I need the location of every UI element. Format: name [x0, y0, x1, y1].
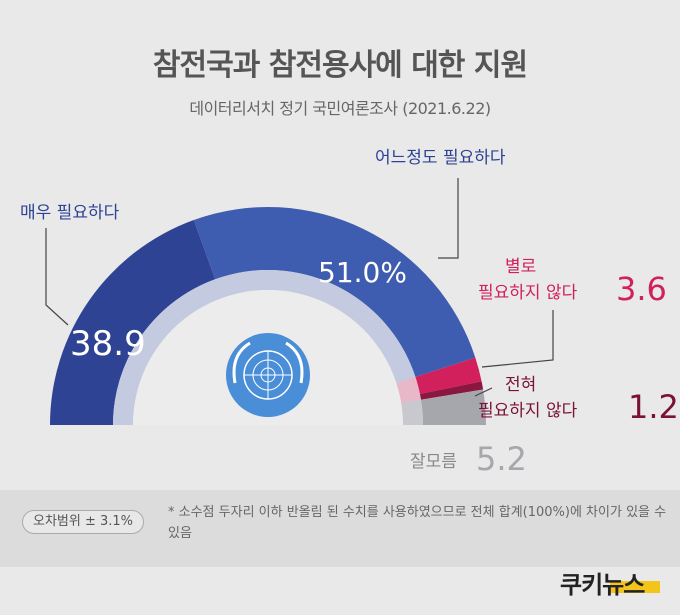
- label-dont-know: 잘모름: [410, 452, 457, 472]
- slice-not-very-needed: [415, 357, 482, 395]
- slice-somewhat-needed: [193, 207, 476, 378]
- logo-underline: [610, 581, 660, 593]
- value-dont-know: 5.2: [476, 440, 527, 478]
- footer-note-area: 오차범위 ± 3.1% * 소수점 두자리 이하 반올림 된 수치를 사용하였으…: [0, 490, 680, 567]
- slice-very-needed: [50, 220, 216, 425]
- rounding-note: * 소수점 두자리 이하 반올림 된 수치를 사용하였으므로 전체 합계(100…: [168, 505, 667, 541]
- label-not-at-all-line1: 전혀: [505, 375, 536, 395]
- margin-of-error-badge: 오차범위 ± 3.1%: [22, 510, 144, 534]
- chart-subtitle: 데이터리서치 정기 국민여론조사 (2021.6.22): [189, 99, 491, 118]
- label-not-very-line1: 별로: [505, 257, 536, 277]
- label-not-very-line2: 필요하지 않다: [478, 283, 578, 303]
- slice-not-needed-at-all: [419, 381, 484, 400]
- value-not-needed-at-all: 1.2: [628, 388, 679, 426]
- value-somewhat-needed: 51.0%: [318, 256, 407, 289]
- un-emblem-icon: [226, 333, 310, 417]
- leader-not-needed-at-all: [474, 387, 493, 397]
- inner-ring-band: [113, 270, 423, 425]
- label-somewhat-needed: 어느정도 필요하다: [375, 148, 506, 168]
- value-not-very-needed: 3.6: [616, 270, 667, 308]
- label-very-needed: 매우 필요하다: [20, 203, 120, 223]
- label-not-at-all-line2: 필요하지 않다: [478, 401, 578, 421]
- slice-dont-know: [420, 389, 486, 425]
- value-very-needed: 38.9: [70, 324, 146, 364]
- logo-text: 쿠키뉴스: [560, 571, 645, 599]
- kukinews-logo: 쿠키뉴스: [560, 565, 665, 605]
- leader-not-very-needed: [481, 310, 554, 368]
- inner-ring-grey: [401, 399, 424, 425]
- chart-title: 참전국과 참전용사에 대한 지원: [152, 48, 528, 83]
- leader-very-needed: [45, 228, 69, 326]
- leader-somewhat-needed: [438, 178, 459, 259]
